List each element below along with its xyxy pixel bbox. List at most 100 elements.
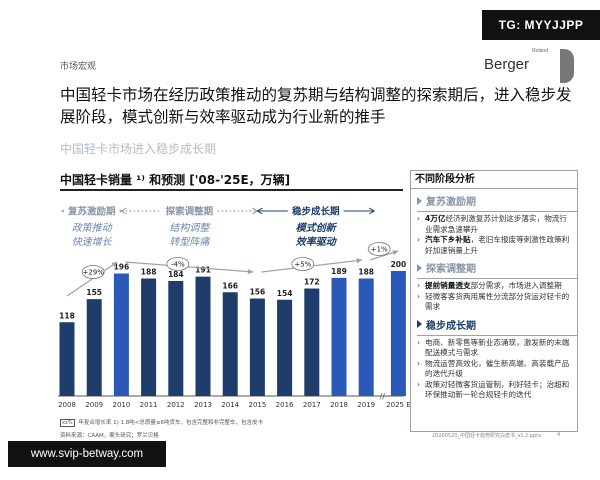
phase-arrow-right-3 [368, 207, 376, 215]
panel-phase-2: 探索调整期 › 提前销量透支部分需求，市场进入调整期 › 轻微客客货两用属性分流部分货运… [411, 260, 577, 313]
data-label-2014: 166 [222, 281, 238, 290]
cagr-badge-4 [367, 242, 391, 256]
tick-label-2019: 2019 [357, 401, 375, 409]
trend-arrowhead-1 [111, 262, 118, 268]
section-label: 市场宏观 [60, 62, 97, 72]
panel-bullet: › 4万亿经济刺激复苏计划这步落实，物流行业需求急速攀升 [417, 214, 577, 235]
logo-small-text: Roland [532, 48, 548, 54]
cagr-badge-2 [166, 257, 190, 271]
panel-phase-3: 稳步成长期 › 电商、新零售等新业态涌现，激发新的末端配送模式与需求 › 物流运营高效化… [411, 317, 577, 401]
cagr-badge-3 [291, 257, 315, 271]
panel-bullet-text: 提前销量透支部分需求，市场进入调整期 [425, 281, 562, 290]
tick-label-2018: 2018 [330, 401, 348, 409]
cagr-label-4: +1% [371, 246, 388, 254]
cagr-label-3: +5% [294, 261, 311, 269]
cagr-badge-1 [81, 265, 105, 279]
bullet-chevron-icon: › [417, 337, 421, 347]
phase-name-bg-2 [161, 204, 218, 217]
document-reference: 20200520_中国轻卡趋势研究白皮书_v1.2.pptx [432, 433, 542, 439]
panel-phase-name: 探索调整期 [426, 264, 476, 275]
trend-arrow-1 [66, 261, 118, 297]
footnote-text: 年复合增长率 1) 1.8吨<总质量≤6吨货车，包含完整和非完整车，包含皮卡 [78, 420, 264, 426]
tick-label-2010: 2010 [112, 401, 130, 409]
tick-label-2017: 2017 [303, 401, 321, 409]
panel-phase-rule [417, 334, 577, 336]
subheadline: 中国轻卡市场进入稳步成长期 [60, 142, 217, 156]
panel-bullet: › 汽车下乡补贴，老旧车报废等刺激性政策利好加速销量上升 [417, 235, 577, 256]
phase-driver-3-2: 效率驱动 [295, 236, 338, 248]
panel-bullet-text: 电商、新零售等新业态涌现，激发新的末端配送模式与需求 [425, 337, 570, 358]
tick-label-2012: 2012 [167, 401, 185, 409]
watermark-badge: TG: MYYJJPP [482, 10, 600, 40]
phase-driver-2-2: 转型阵痛 [169, 236, 211, 248]
tick-label-2013: 2013 [194, 401, 212, 409]
chart-title: 中国轻卡销量 ¹⁾ 和预测 ['08-'25E，万辆] [60, 173, 291, 187]
phase-analysis-panel: 不同阶段分析 复苏激励期 › 4万亿经济刺激复苏计划这步落实，物流行业需求急速攀升 ›… [410, 170, 578, 432]
phase-driver-3-1: 模式创新 [296, 222, 338, 234]
panel-bullet: › 提前销量透支部分需求，市场进入调整期 [417, 281, 577, 292]
data-label-2008: 118 [59, 311, 75, 320]
bullet-chevron-icon: › [417, 358, 421, 368]
bar-2012 [168, 281, 184, 396]
panel-bullet-text: 物流运营高效化，催生新高端、高装载产品的迭代升级 [425, 358, 570, 379]
bar-2008 [59, 322, 75, 396]
data-label-2025E: 200 [391, 260, 407, 269]
headline: 中国轻卡市场在经历政策推动的复苏期与结构调整的探索期后，进入稳步发展阶段，模式创… [60, 86, 572, 126]
cagr-label-1: +29% [82, 269, 104, 277]
page-number: 4 [557, 432, 561, 438]
cagr-label-2: -4% [171, 261, 185, 269]
tick-label-2015: 2015 [248, 401, 266, 409]
trend-arrowhead-2 [247, 268, 254, 275]
panel-bullet-text: 轻微客客货两用属性分流部分货运对轻卡的需求 [425, 291, 570, 312]
bullet-chevron-icon: › [417, 235, 421, 244]
logo-mark-icon [560, 49, 574, 83]
trend-arrow-2 [125, 261, 254, 273]
phase-driver-1-2: 快速增长 [72, 236, 113, 248]
tick-label-2011: 2011 [140, 401, 158, 409]
panel-bullet-text: 政策对轻微客货运管制，利好轻卡；治超和环保推动新一轮合规轻卡的迭代 [425, 379, 570, 400]
source-note: 资料来源：CAAM，案头研究；罗兰贝格 [60, 433, 159, 439]
footnote: xx% 年复合增长率 1) 1.8吨<总质量≤6吨货车，包含完整和非完整车，包含… [60, 418, 263, 427]
bar-2009 [86, 299, 102, 396]
phase-name-bg-1 [63, 204, 120, 217]
tick-label-2025E: 2025 E [386, 401, 410, 409]
panel-phase-title: 复苏激励期 [417, 193, 577, 208]
data-label-2011: 188 [141, 268, 157, 277]
panel-bullet-text: 汽车下乡补贴，老旧车报废等刺激性政策利好加速销量上升 [425, 235, 570, 255]
tick-label-2014: 2014 [221, 401, 239, 409]
cagr-legend-box: xx% [60, 419, 75, 427]
bar-2013 [195, 276, 211, 396]
phase-name-1: 复苏激励期 [67, 206, 116, 218]
bullet-chevron-icon: › [417, 291, 421, 301]
data-label-2017: 172 [304, 278, 320, 287]
bar-2019 [358, 278, 374, 396]
bar-2014 [222, 292, 238, 396]
bar-2025E [390, 271, 406, 396]
panel-body: 复苏激励期 › 4万亿经济刺激复苏计划这步落实，物流行业需求急速攀升 › 汽车下乡补贴，… [411, 193, 577, 401]
data-label-2013: 191 [195, 266, 211, 275]
phase-arrow-left-3 [256, 207, 263, 215]
axis-break-marker: // [380, 392, 386, 401]
tick-label-2009: 2009 [85, 401, 103, 409]
panel-phase-title: 探索调整期 [417, 260, 577, 275]
bar-2017 [304, 288, 320, 396]
trend-arrowhead-3 [356, 258, 363, 264]
panel-phase-rule [417, 211, 577, 212]
panel-title: 不同阶段分析 [411, 171, 577, 189]
trend-arrowhead-4 [392, 250, 399, 256]
triangle-bullet-icon [417, 196, 422, 205]
panel-phase-title: 稳步成长期 [417, 317, 577, 332]
panel-bullet: › 物流运营高效化，催生新高端、高装载产品的迭代升级 [417, 359, 577, 380]
site-watermark: www.svip-betway.com [8, 441, 166, 467]
data-label-2012: 184 [168, 270, 184, 279]
data-label-2019: 188 [358, 268, 374, 277]
bar-2016 [277, 299, 293, 396]
brand-logo: Roland Berger [484, 48, 576, 84]
data-label-2010: 196 [114, 263, 130, 272]
tick-label-2016: 2016 [276, 401, 294, 409]
data-label-2016: 154 [277, 289, 293, 298]
panel-bullet: › 电商、新零售等新业态涌现，激发新的末端配送模式与需求 [417, 338, 577, 359]
phase-driver-1-1: 政策推动 [72, 222, 113, 234]
panel-phase-name: 稳步成长期 [426, 320, 476, 332]
data-label-2015: 156 [250, 288, 266, 297]
